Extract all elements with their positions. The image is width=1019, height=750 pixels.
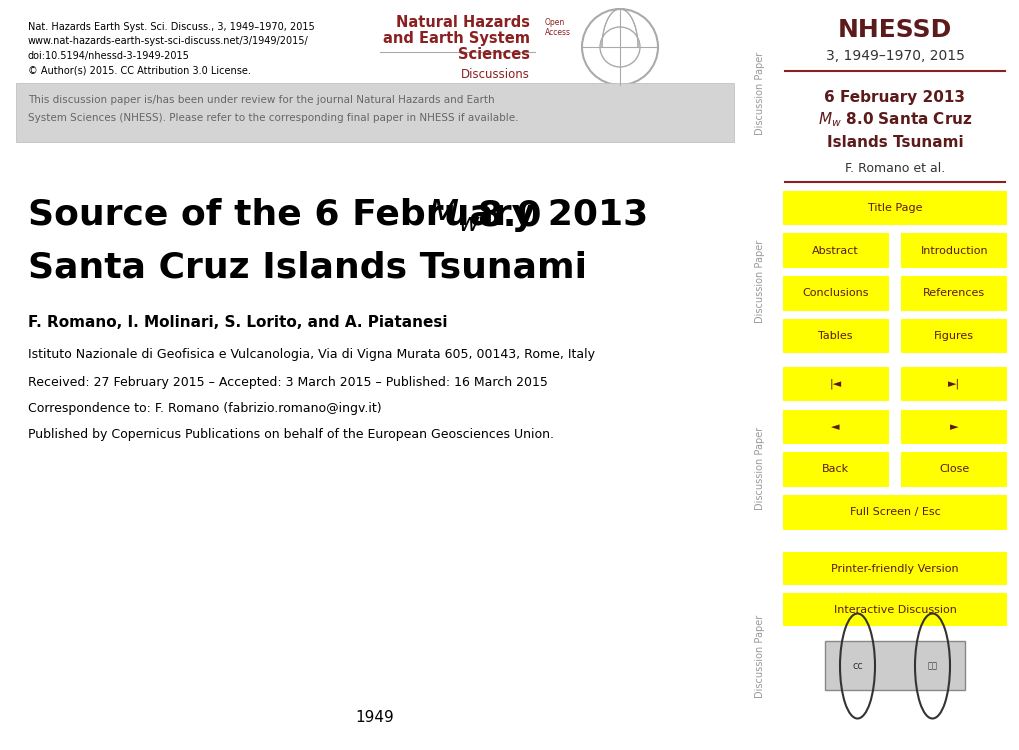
Text: Conclusions: Conclusions	[802, 288, 868, 298]
Text: Santa Cruz Islands Tsunami: Santa Cruz Islands Tsunami	[28, 251, 586, 285]
Text: Full Screen / Esc: Full Screen / Esc	[849, 507, 940, 518]
Text: System Sciences (NHESS). Please refer to the corresponding final paper in NHESS : System Sciences (NHESS). Please refer to…	[28, 113, 518, 123]
Text: ►: ►	[949, 422, 958, 432]
Text: and Earth System: and Earth System	[382, 31, 530, 46]
Text: Discussion Paper: Discussion Paper	[754, 427, 764, 510]
Text: 1949: 1949	[356, 710, 394, 725]
Text: Title Page: Title Page	[867, 202, 921, 213]
FancyBboxPatch shape	[16, 83, 734, 142]
FancyBboxPatch shape	[782, 452, 888, 487]
Text: Introduction: Introduction	[920, 245, 987, 256]
Text: ►|: ►|	[948, 379, 960, 389]
Text: Figures: Figures	[933, 331, 973, 341]
Text: Abstract: Abstract	[811, 245, 858, 256]
Text: Nat. Hazards Earth Syst. Sci. Discuss., 3, 1949–1970, 2015: Nat. Hazards Earth Syst. Sci. Discuss., …	[28, 22, 315, 32]
Text: 8.0: 8.0	[465, 198, 541, 232]
Text: www.nat-hazards-earth-syst-sci-discuss.net/3/1949/2015/: www.nat-hazards-earth-syst-sci-discuss.n…	[28, 37, 309, 46]
Text: Correspondence to: F. Romano (fabrizio.romano@ingv.it): Correspondence to: F. Romano (fabrizio.r…	[28, 402, 381, 415]
Text: |◄: |◄	[828, 379, 841, 389]
Text: F. Romano, I. Molinari, S. Lorito, and A. Piatanesi: F. Romano, I. Molinari, S. Lorito, and A…	[28, 315, 447, 330]
Text: cc: cc	[851, 661, 862, 671]
Text: 6 February 2013: 6 February 2013	[823, 90, 965, 105]
Text: $\mathit{M}_{\mathit{w}}$: $\mathit{M}_{\mathit{w}}$	[427, 197, 480, 233]
Text: Discussion Paper: Discussion Paper	[754, 615, 764, 698]
Text: Discussion Paper: Discussion Paper	[754, 53, 764, 135]
FancyBboxPatch shape	[901, 319, 1007, 353]
Text: Islands Tsunami: Islands Tsunami	[825, 135, 962, 150]
Text: © Author(s) 2015. CC Attribution 3.0 License.: © Author(s) 2015. CC Attribution 3.0 Lic…	[28, 65, 251, 76]
FancyBboxPatch shape	[782, 233, 888, 268]
FancyBboxPatch shape	[782, 276, 888, 310]
Text: F. Romano et al.: F. Romano et al.	[844, 162, 945, 176]
Text: Interactive Discussion: Interactive Discussion	[833, 604, 956, 615]
Text: Printer-friendly Version: Printer-friendly Version	[830, 563, 958, 574]
FancyBboxPatch shape	[901, 233, 1007, 268]
Text: Back: Back	[821, 464, 849, 475]
Text: 3, 1949–1970, 2015: 3, 1949–1970, 2015	[824, 50, 964, 63]
FancyBboxPatch shape	[782, 190, 1007, 225]
FancyBboxPatch shape	[782, 552, 1007, 585]
FancyBboxPatch shape	[901, 410, 1007, 444]
Text: ⓑⓨ: ⓑⓨ	[926, 662, 936, 670]
Text: Natural Hazards: Natural Hazards	[395, 15, 530, 30]
FancyBboxPatch shape	[824, 641, 964, 690]
Text: NHESSD: NHESSD	[837, 18, 951, 42]
FancyBboxPatch shape	[782, 410, 888, 444]
Text: Discussion Paper: Discussion Paper	[754, 240, 764, 322]
Text: Published by Copernicus Publications on behalf of the European Geosciences Union: Published by Copernicus Publications on …	[28, 428, 553, 441]
Text: Istituto Nazionale di Geofisica e Vulcanologia, Via di Vigna Murata 605, 00143, : Istituto Nazionale di Geofisica e Vulcan…	[28, 348, 594, 361]
Text: doi:10.5194/nhessd-3-1949-2015: doi:10.5194/nhessd-3-1949-2015	[28, 51, 190, 61]
FancyBboxPatch shape	[782, 593, 1007, 626]
FancyBboxPatch shape	[901, 367, 1007, 401]
Text: Discussions: Discussions	[461, 68, 530, 81]
Text: Sciences: Sciences	[458, 47, 530, 62]
Text: Close: Close	[938, 464, 968, 475]
Text: ◄: ◄	[830, 422, 839, 432]
FancyBboxPatch shape	[901, 276, 1007, 310]
Text: Source of the 6 February 2013: Source of the 6 February 2013	[28, 198, 660, 232]
FancyBboxPatch shape	[782, 319, 888, 353]
Text: $\mathit{M}_\mathit{w}$ 8.0 Santa Cruz: $\mathit{M}_\mathit{w}$ 8.0 Santa Cruz	[817, 111, 971, 129]
Text: Tables: Tables	[817, 331, 852, 341]
Text: Received: 27 February 2015 – Accepted: 3 March 2015 – Published: 16 March 2015: Received: 27 February 2015 – Accepted: 3…	[28, 376, 547, 389]
FancyBboxPatch shape	[782, 367, 888, 401]
FancyBboxPatch shape	[782, 495, 1007, 530]
Text: References: References	[922, 288, 984, 298]
FancyBboxPatch shape	[901, 452, 1007, 487]
Text: This discussion paper is/has been under review for the journal Natural Hazards a: This discussion paper is/has been under …	[28, 95, 494, 105]
Text: Open
Access: Open Access	[544, 18, 571, 38]
